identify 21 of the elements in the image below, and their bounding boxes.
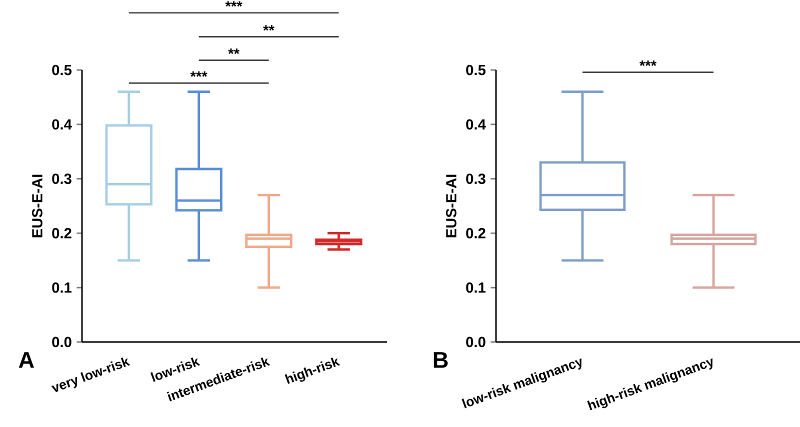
y-tick-label: 0.5: [52, 64, 72, 76]
text: ***: [639, 60, 657, 66]
text: A: [18, 352, 34, 368]
y-tick-label: 0.2: [466, 228, 486, 238]
text: **: [263, 25, 274, 31]
text: **: [228, 48, 240, 54]
y-tick-label: 0.4: [52, 119, 72, 130]
y-tick-label: 0.0: [466, 336, 486, 348]
text: ***: [225, 1, 242, 7]
y-axis-title: EUS-E-AI: [32, 174, 42, 238]
text: B: [434, 352, 448, 368]
y-tick-label: 0.3: [466, 174, 486, 184]
annotation: ***: [190, 71, 208, 77]
y-tick-label: 0.1: [52, 282, 72, 293]
y-tick-label: 0.2: [52, 228, 72, 238]
y-tick-label: 0.1: [466, 282, 486, 293]
y-tick-label: 0.3: [52, 174, 72, 184]
y-tick-label: 0.5: [466, 64, 486, 76]
y-axis-title: EUS-E-AI: [446, 174, 456, 238]
y-tick-label: 0.0: [52, 336, 72, 348]
y-tick-label: 0.4: [466, 119, 486, 130]
